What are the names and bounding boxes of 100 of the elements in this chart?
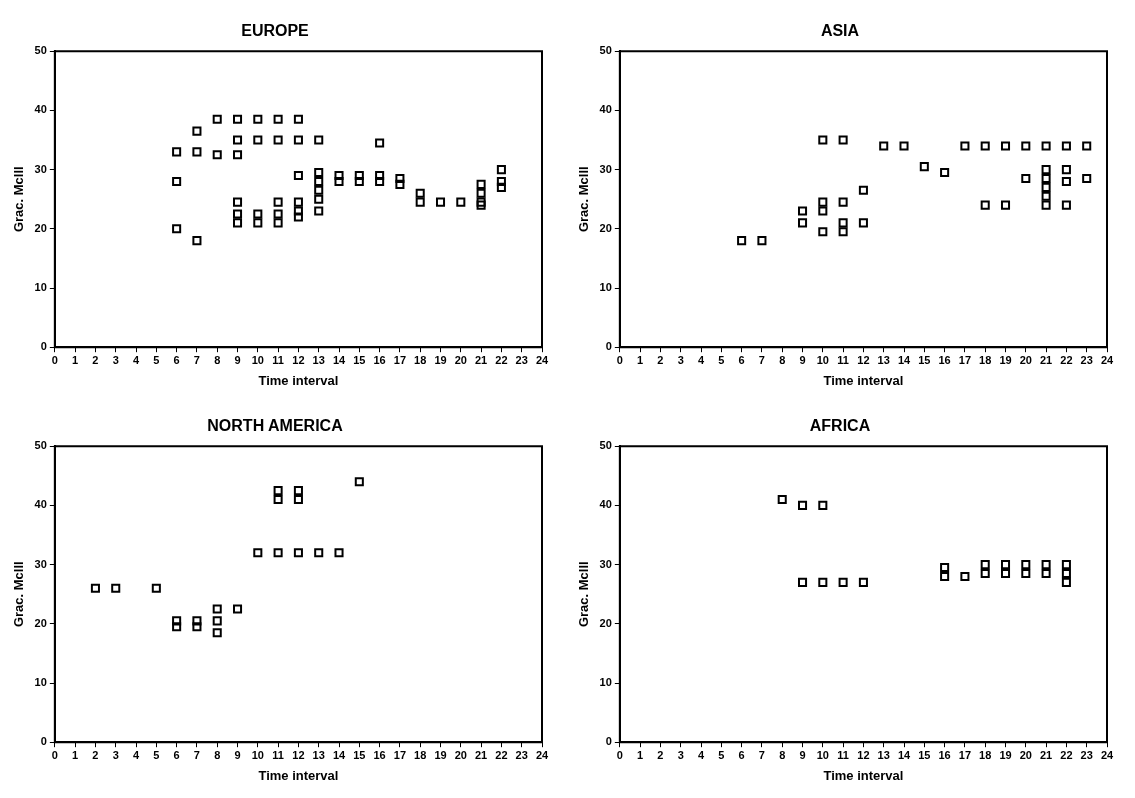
- x-tick-label: 10: [816, 353, 829, 366]
- point: [273, 218, 283, 228]
- x-tick-label: 21: [1039, 353, 1053, 366]
- point: [919, 162, 929, 172]
- x-tick-label: 4: [697, 353, 705, 366]
- chart-title: ASIA: [820, 22, 860, 40]
- x-tick-label: 14: [897, 353, 912, 366]
- x-tick-label: 13: [312, 748, 325, 761]
- x-tick-label: 5: [718, 748, 725, 761]
- x-tick-label: 11: [272, 748, 284, 761]
- point: [818, 206, 828, 216]
- point: [314, 548, 324, 558]
- point: [496, 182, 506, 192]
- point: [90, 583, 100, 593]
- point: [314, 206, 324, 216]
- point: [253, 218, 263, 228]
- y-axis-title: Grac. Mclll: [11, 561, 27, 628]
- point: [838, 227, 848, 237]
- chart-title: NORTH AMERICA: [207, 417, 344, 435]
- x-tick-label: 4: [132, 748, 140, 761]
- x-tick-label: 19: [434, 748, 447, 761]
- point: [757, 236, 767, 246]
- x-tick-label: 20: [1019, 353, 1032, 366]
- point: [797, 206, 808, 216]
- x-tick-label: 15: [918, 353, 931, 366]
- x-tick-label: 10: [251, 353, 264, 366]
- y-tick-label: 0: [40, 735, 47, 748]
- x-axis-title: Time interval: [258, 767, 339, 783]
- x-tick-label: 12: [292, 353, 305, 366]
- point: [293, 494, 303, 505]
- x-tick-label: 1: [72, 353, 79, 366]
- point: [818, 577, 828, 587]
- point: [232, 197, 243, 207]
- point: [1041, 200, 1051, 210]
- point: [192, 126, 202, 136]
- x-tick-label: 0: [51, 748, 58, 761]
- point: [172, 616, 182, 626]
- point: [172, 622, 182, 632]
- x-tick-label: 9: [234, 748, 241, 761]
- point: [737, 236, 747, 246]
- x-tick-label: 16: [938, 748, 951, 761]
- x-tick-label: 5: [153, 748, 160, 761]
- point: [314, 176, 324, 186]
- x-tick-label: 17: [958, 353, 972, 366]
- point: [1041, 560, 1051, 570]
- point: [1021, 141, 1031, 151]
- point: [1061, 200, 1071, 210]
- point: [253, 209, 263, 219]
- point: [838, 218, 848, 228]
- point: [212, 114, 222, 124]
- point: [314, 194, 324, 204]
- y-tick-label: 30: [34, 162, 47, 175]
- x-tick-label: 17: [393, 353, 407, 366]
- y-axis-title: Grac. Mclll: [11, 166, 27, 233]
- x-tick-label: 6: [173, 353, 180, 366]
- point: [334, 548, 344, 558]
- point: [395, 179, 405, 189]
- point: [858, 218, 868, 228]
- point: [1021, 173, 1031, 184]
- x-tick-label: 8: [779, 748, 786, 761]
- point: [253, 114, 263, 124]
- point: [192, 147, 202, 157]
- point: [232, 604, 243, 614]
- point: [395, 173, 405, 184]
- point: [273, 209, 283, 219]
- x-tick-label: 6: [173, 748, 180, 761]
- x-tick-label: 24: [1100, 748, 1114, 761]
- point: [960, 571, 970, 581]
- y-tick-label: 40: [599, 498, 612, 511]
- y-axis-title: Grac. Mclll: [576, 166, 592, 233]
- point: [858, 185, 868, 195]
- point: [212, 604, 222, 614]
- x-tick-label: 18: [414, 353, 427, 366]
- y-tick-label: 0: [605, 735, 612, 748]
- point: [192, 622, 202, 632]
- y-tick-label: 20: [599, 616, 612, 629]
- x-tick-label: 22: [495, 748, 508, 761]
- point: [980, 141, 990, 151]
- x-tick-label: 24: [535, 353, 549, 366]
- point: [1061, 568, 1071, 579]
- y-tick-label: 10: [599, 676, 612, 689]
- x-tick-label: 22: [495, 353, 508, 366]
- point: [777, 494, 787, 505]
- x-tick-label: 23: [515, 353, 528, 366]
- point: [293, 206, 303, 216]
- x-tick-label: 18: [414, 748, 427, 761]
- point: [838, 577, 848, 587]
- y-tick-label: 50: [599, 44, 612, 57]
- x-tick-label: 3: [677, 353, 684, 366]
- x-tick-label: 0: [51, 353, 58, 366]
- point: [232, 150, 243, 160]
- x-tick-label: 2: [92, 748, 99, 761]
- point: [293, 197, 303, 207]
- point: [415, 188, 425, 198]
- x-tick-label: 23: [515, 748, 528, 761]
- point: [496, 176, 506, 186]
- x-tick-label: 12: [292, 748, 305, 761]
- point: [1021, 560, 1031, 570]
- y-tick-label: 30: [34, 557, 47, 570]
- point: [818, 197, 828, 207]
